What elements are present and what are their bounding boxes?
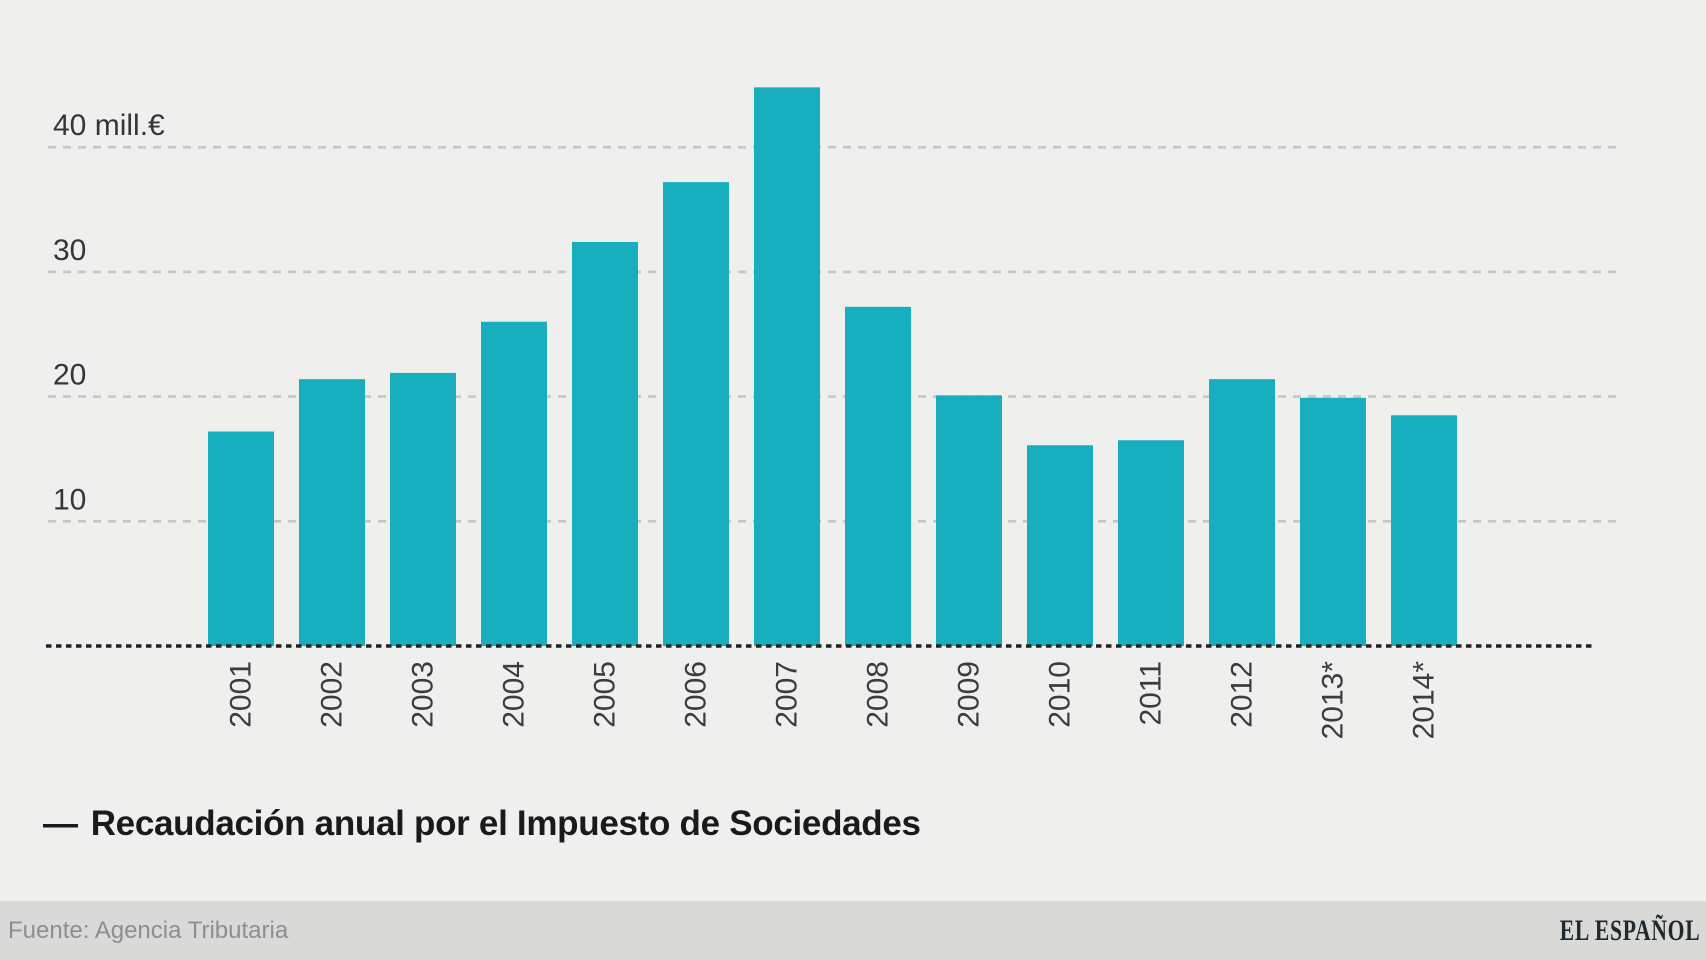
footer-bar: Fuente: Agencia Tributaria EL ESPAÑOL	[0, 901, 1706, 960]
legend-label: Recaudación anual por el Impuesto de Soc…	[90, 804, 921, 843]
x-label-2006: 2006	[680, 661, 713, 728]
x-label-2014: 2014*	[1408, 661, 1441, 740]
y-tick-label-20: 20	[53, 359, 86, 392]
x-label-2010: 2010	[1044, 661, 1077, 728]
x-label-2005: 2005	[589, 661, 622, 728]
x-label-2002: 2002	[316, 661, 349, 728]
x-label-2003: 2003	[407, 661, 440, 728]
bar-2011	[1118, 440, 1184, 646]
bar-2004	[481, 321, 547, 646]
source-label: Fuente: Agencia Tributaria	[8, 916, 289, 944]
bar-2010	[1027, 445, 1093, 646]
bar-2013	[1300, 397, 1366, 646]
bar-2003	[390, 372, 456, 646]
y-tick-label-40: 40 mill.€	[53, 109, 165, 142]
bar-2006	[663, 182, 729, 646]
bar-2002	[299, 379, 365, 646]
bar-2014	[1391, 415, 1457, 646]
y-tick-label-10: 10	[53, 483, 86, 516]
x-label-2008: 2008	[862, 661, 895, 728]
bar-2012	[1209, 379, 1275, 646]
bar-2008	[845, 306, 911, 646]
x-label-2013: 2013*	[1317, 661, 1350, 740]
legend-title: — Recaudación anual por el Impuesto de So…	[43, 804, 921, 844]
x-label-2011: 2011	[1135, 661, 1168, 726]
x-label-2004: 2004	[498, 661, 531, 728]
bar-2009	[936, 395, 1002, 646]
x-label-2007: 2007	[771, 661, 804, 728]
legend-dash: —	[43, 804, 78, 843]
x-label-2001: 2001	[225, 661, 258, 728]
bar-2001	[208, 431, 274, 646]
bar-2007	[754, 87, 820, 647]
y-tick-label-30: 30	[53, 234, 86, 267]
bar-2005	[572, 241, 638, 647]
x-label-2012: 2012	[1226, 661, 1259, 728]
x-label-2009: 2009	[953, 661, 986, 728]
brand-logo: EL ESPAÑOL	[1559, 913, 1700, 947]
